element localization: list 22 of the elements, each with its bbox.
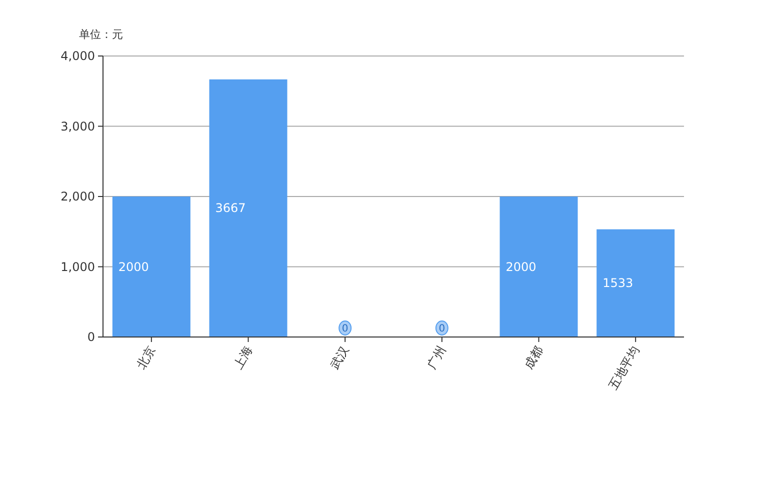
bar: [112, 196, 190, 337]
y-tick-label: 2,000: [60, 190, 95, 204]
data-label: 1533: [602, 276, 634, 290]
x-tick-label: 上海: [230, 344, 255, 372]
data-label: 2000: [118, 260, 149, 274]
y-tick-label: 4,000: [60, 49, 95, 63]
x-tick-label: 成都: [521, 344, 546, 372]
x-tick-label: 五地平均: [606, 344, 642, 392]
data-label: 2000: [506, 260, 536, 274]
x-tick-label: 北京: [134, 344, 158, 372]
y-tick-label: 3,000: [60, 119, 95, 134]
data-label: 0: [438, 324, 446, 334]
data-label: 0: [342, 324, 348, 334]
bar: [596, 229, 675, 337]
y-tick-label: 1,000: [60, 260, 95, 274]
bar: [209, 79, 288, 337]
data-label: 3667: [215, 201, 246, 216]
x-tick-label: 武汉: [328, 344, 352, 372]
y-axis-title: 单位：元: [79, 28, 123, 41]
bar: [500, 196, 578, 337]
y-tick-label: 0: [87, 330, 95, 344]
x-tick-label: 广州: [424, 344, 449, 372]
